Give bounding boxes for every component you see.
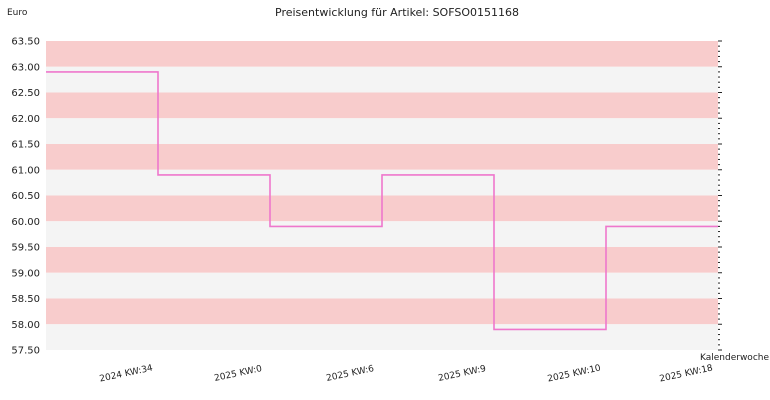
y-tick-label: 60.00 xyxy=(11,217,40,228)
y-tick-label: 58.50 xyxy=(11,294,40,305)
x-axis-tick-labels: 2024 KW:34 2025 KW:0 2025 KW:6 2025 KW:9 202… xyxy=(99,363,714,384)
x-tick-label: 2025 KW:9 xyxy=(437,364,487,384)
x-tick-label: 2025 KW:18 xyxy=(659,363,714,384)
background-band xyxy=(46,247,718,273)
y-tick-label: 61.00 xyxy=(11,165,40,176)
y-tick-label: 60.50 xyxy=(11,191,40,202)
background-band xyxy=(46,92,718,119)
background-band xyxy=(46,298,718,325)
background-band xyxy=(46,41,718,67)
y-tick-label: 57.50 xyxy=(11,346,40,357)
background-band xyxy=(46,144,718,170)
right-axis-ticks xyxy=(718,40,722,351)
y-tick-label: 63.00 xyxy=(11,62,40,73)
y-tick-label: 61.50 xyxy=(11,140,40,151)
x-tick-label: 2024 KW:34 xyxy=(99,363,154,384)
x-tick-label: 2025 KW:6 xyxy=(325,364,375,384)
y-axis-label: Euro xyxy=(7,8,28,18)
y-tick-label: 62.00 xyxy=(11,114,40,125)
chart-title: Preisentwicklung für Artikel: SOFSO01511… xyxy=(275,6,519,19)
background-band xyxy=(46,118,718,144)
x-tick-label: 2025 KW:0 xyxy=(213,364,263,384)
y-tick-label: 59.50 xyxy=(11,243,40,254)
y-axis-ticks: 57.50 58.00 58.50 59.00 59.50 60.00 60.50 61.00… xyxy=(11,37,40,357)
y-tick-label: 58.00 xyxy=(11,320,40,331)
x-tick-label: 2025 KW:10 xyxy=(547,363,602,384)
y-tick-label: 63.50 xyxy=(11,37,40,48)
x-axis-label: Kalenderwoche xyxy=(700,353,769,363)
background-band xyxy=(46,66,718,93)
y-tick-label: 59.00 xyxy=(11,268,40,279)
price-step-line xyxy=(46,71,718,331)
y-tick-label: 62.50 xyxy=(11,88,40,99)
background-band xyxy=(46,272,718,299)
background-band xyxy=(46,324,718,350)
